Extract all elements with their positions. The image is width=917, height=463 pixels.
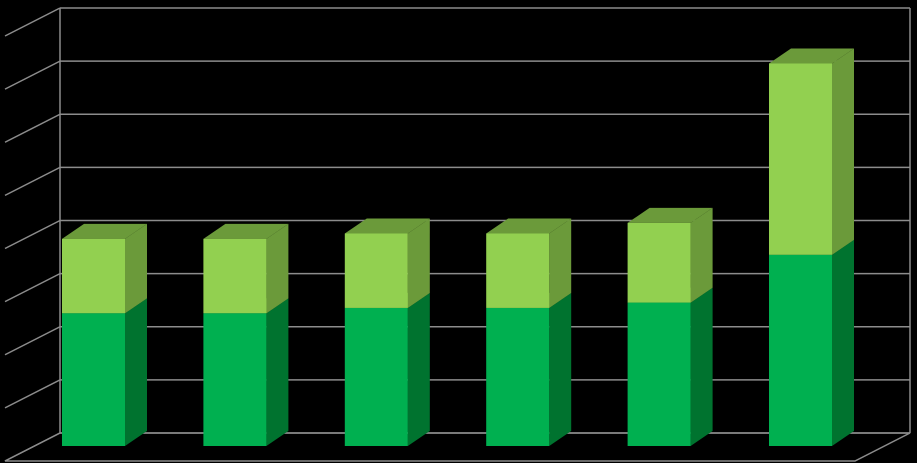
bar — [62, 313, 125, 446]
bar — [344, 307, 408, 446]
bar — [203, 238, 267, 314]
bar-top — [344, 218, 430, 234]
bar — [486, 307, 550, 446]
bar-side — [832, 48, 854, 255]
bar — [486, 233, 550, 308]
bar-side — [690, 287, 713, 446]
bar — [627, 222, 691, 303]
bar-side — [549, 292, 572, 446]
bar-side — [266, 298, 289, 446]
bar-top — [486, 218, 572, 234]
bar-side — [125, 223, 147, 314]
wall-grid-line — [4, 113, 61, 143]
bar — [769, 63, 832, 255]
wall-grid-line — [4, 326, 61, 356]
bar-side — [690, 207, 713, 303]
bar-top — [62, 223, 147, 239]
wall-grid-line — [4, 432, 61, 462]
wall-grid-line — [4, 60, 61, 90]
bar — [627, 302, 691, 446]
wall-grid-line — [4, 272, 61, 303]
bar-side — [407, 292, 430, 446]
bar-side — [125, 298, 147, 446]
bar — [769, 254, 832, 446]
bar-top — [203, 223, 289, 239]
wall-grid-line — [4, 166, 61, 197]
bar — [203, 313, 267, 446]
bar-side — [549, 218, 572, 308]
bar — [344, 233, 408, 308]
bar-side — [832, 239, 854, 446]
wall-grid-line — [4, 7, 61, 37]
bar-top — [627, 207, 713, 223]
bar-top — [769, 48, 854, 64]
bar — [62, 238, 125, 314]
wall-grid-line — [4, 379, 61, 409]
bar-side — [407, 218, 430, 308]
bar-side — [266, 223, 289, 314]
wall-grid-line — [4, 219, 61, 250]
